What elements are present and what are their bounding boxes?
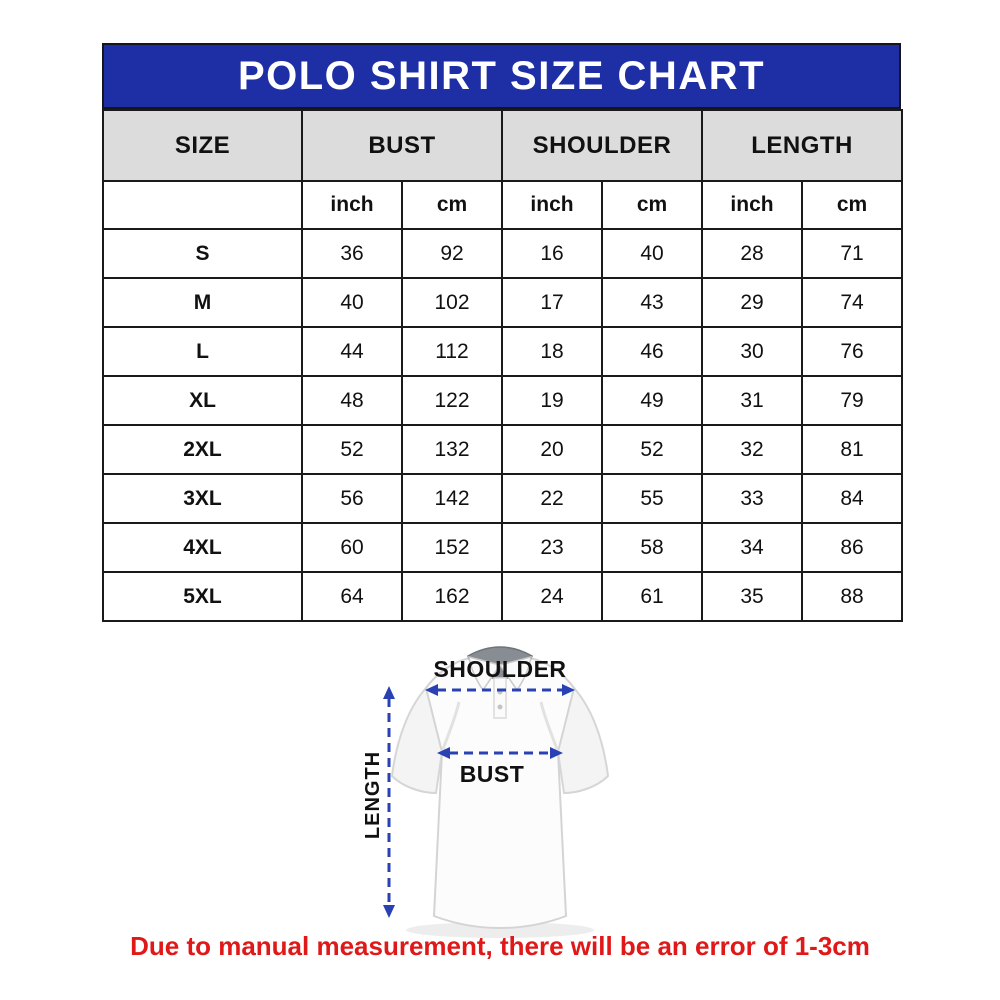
- value-cell: 79: [801, 375, 904, 426]
- unit-header: inch: [501, 180, 603, 230]
- value-cell: 32: [701, 424, 804, 475]
- unit-header-empty: [102, 180, 303, 230]
- value-cell: 132: [401, 424, 503, 475]
- value-cell: 60: [301, 522, 403, 573]
- value-cell: 55: [600, 473, 704, 524]
- value-cell: 61: [600, 571, 704, 622]
- table-unit-header-row: inch cm inch cm inch cm: [102, 180, 904, 230]
- value-cell: 34: [701, 522, 804, 573]
- table-row: M 40 102 17 43 29 74: [102, 277, 904, 328]
- column-header-bust: BUST: [301, 109, 503, 182]
- table-row: 4XL 60 152 23 58 34 86: [102, 522, 904, 573]
- value-cell: 48: [301, 375, 403, 426]
- value-cell: 152: [401, 522, 503, 573]
- shirt-right-sleeve: [556, 686, 610, 795]
- table-row: 2XL 52 132 20 52 32 81: [102, 424, 904, 475]
- shirt-left-sleeve: [390, 686, 444, 795]
- value-cell: 16: [501, 228, 603, 279]
- shoulder-arrow: [425, 684, 575, 696]
- value-cell: 92: [401, 228, 503, 279]
- value-cell: 19: [501, 375, 603, 426]
- value-cell: 49: [600, 375, 704, 426]
- table-group-header-row: SIZE BUST SHOULDER LENGTH: [102, 109, 904, 182]
- value-cell: 33: [701, 473, 804, 524]
- value-cell: 18: [501, 326, 603, 377]
- value-cell: 46: [600, 326, 704, 377]
- value-cell: 58: [600, 522, 704, 573]
- unit-header: inch: [701, 180, 804, 230]
- shirt-fold-right: [539, 701, 560, 753]
- value-cell: 76: [801, 326, 904, 377]
- value-cell: 40: [301, 277, 403, 328]
- size-label: L: [102, 326, 303, 377]
- size-chart-table: SIZE BUST SHOULDER LENGTH inch cm inch c…: [102, 109, 904, 622]
- value-cell: 88: [801, 571, 904, 622]
- value-cell: 44: [301, 326, 403, 377]
- size-label: M: [102, 277, 303, 328]
- shirt-fold-left: [440, 701, 461, 753]
- unit-header: inch: [301, 180, 403, 230]
- value-cell: 29: [701, 277, 804, 328]
- value-cell: 86: [801, 522, 904, 573]
- column-header-size: SIZE: [102, 109, 303, 182]
- table-row: 5XL 64 162 24 61 35 88: [102, 571, 904, 622]
- value-cell: 31: [701, 375, 804, 426]
- value-cell: 122: [401, 375, 503, 426]
- value-cell: 112: [401, 326, 503, 377]
- value-cell: 142: [401, 473, 503, 524]
- value-cell: 74: [801, 277, 904, 328]
- value-cell: 20: [501, 424, 603, 475]
- polo-shirt-illustration: [383, 646, 610, 938]
- size-label: 3XL: [102, 473, 303, 524]
- column-header-length: LENGTH: [701, 109, 904, 182]
- value-cell: 23: [501, 522, 603, 573]
- value-cell: 40: [600, 228, 704, 279]
- shoulder-measure-label: SHOULDER: [433, 656, 567, 682]
- table-row: S 36 92 16 40 28 71: [102, 228, 904, 279]
- value-cell: 162: [401, 571, 503, 622]
- size-label: S: [102, 228, 303, 279]
- measurement-disclaimer: Due to manual measurement, there will be…: [130, 931, 870, 961]
- value-cell: 36: [301, 228, 403, 279]
- table-row: 3XL 56 142 22 55 33 84: [102, 473, 904, 524]
- shirt-placket: [493, 677, 507, 719]
- size-label: 4XL: [102, 522, 303, 573]
- value-cell: 52: [301, 424, 403, 475]
- bust-arrow: [437, 747, 563, 759]
- size-label: 5XL: [102, 571, 303, 622]
- table-row: L 44 112 18 46 30 76: [102, 326, 904, 377]
- size-label: 2XL: [102, 424, 303, 475]
- value-cell: 56: [301, 473, 403, 524]
- value-cell: 28: [701, 228, 804, 279]
- unit-header: cm: [801, 180, 904, 230]
- page-title: POLO SHIRT SIZE CHART: [102, 43, 901, 109]
- shirt-button: [497, 704, 503, 710]
- value-cell: 17: [501, 277, 603, 328]
- value-cell: 35: [701, 571, 804, 622]
- value-cell: 64: [301, 571, 403, 622]
- value-cell: 24: [501, 571, 603, 622]
- bust-measure-label: BUST: [459, 761, 525, 787]
- unit-header: cm: [600, 180, 704, 230]
- value-cell: 30: [701, 326, 804, 377]
- value-cell: 43: [600, 277, 704, 328]
- column-header-shoulder: SHOULDER: [500, 109, 704, 182]
- shirt-shadow: [406, 922, 594, 938]
- value-cell: 81: [801, 424, 904, 475]
- length-arrow: [383, 686, 395, 918]
- value-cell: 71: [801, 228, 904, 279]
- value-cell: 52: [600, 424, 704, 475]
- length-measure-label: LENGTH: [361, 750, 384, 840]
- table-row: XL 48 122 19 49 31 79: [102, 375, 904, 426]
- measurement-diagram: SHOULDER BUST LENGTH: [0, 630, 1000, 942]
- value-cell: 102: [401, 277, 503, 328]
- unit-header: cm: [401, 180, 503, 230]
- value-cell: 84: [801, 473, 904, 524]
- size-label: XL: [102, 375, 303, 426]
- value-cell: 22: [501, 473, 603, 524]
